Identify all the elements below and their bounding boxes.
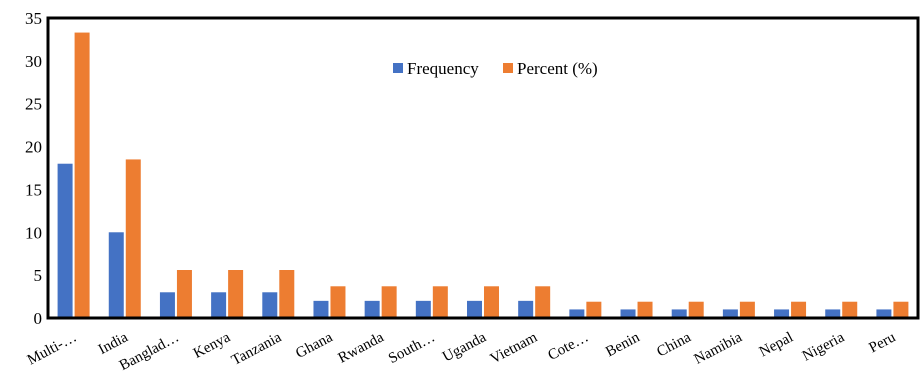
bar-percent (176, 270, 192, 318)
bar-percent (739, 301, 755, 318)
x-category-label: Uganda (440, 329, 489, 365)
x-category-label: Multi-… (25, 329, 80, 368)
legend-label: Percent (%) (517, 59, 598, 78)
bar-frequency (774, 309, 790, 318)
y-tick-label: 20 (25, 138, 42, 157)
bar-percent (535, 286, 551, 318)
bar-frequency (518, 300, 534, 318)
legend: Frequency Percent (%) (393, 59, 598, 78)
y-axis-ticks: 0 5 10 15 20 25 30 35 (25, 9, 42, 328)
bar-frequency (364, 300, 380, 318)
x-category-label: Nigeria (800, 329, 848, 364)
bar-frequency (108, 232, 124, 318)
bar-series (57, 32, 909, 318)
bar-frequency (467, 300, 482, 318)
legend-swatch (393, 63, 403, 73)
x-category-label: India (96, 329, 131, 358)
plot-frame (46, 16, 920, 320)
y-tick-label: 0 (34, 309, 43, 328)
x-category-label: Namibia (692, 329, 745, 368)
bar-frequency (57, 163, 73, 318)
x-category-label: Benin (603, 329, 643, 360)
bar-percent (228, 270, 244, 318)
bar-percent (688, 301, 704, 318)
y-tick-label: 35 (25, 9, 42, 28)
x-category-label: Ghana (293, 329, 335, 362)
bar-percent (381, 286, 397, 318)
x-category-label: Rwanda (336, 329, 387, 366)
bar-percent (279, 270, 295, 318)
legend-swatch (503, 63, 513, 73)
bar-percent (330, 286, 346, 318)
bar-frequency (313, 300, 329, 318)
bar-frequency (620, 309, 636, 318)
bar-frequency (262, 292, 278, 318)
bar-frequency (876, 309, 892, 318)
bar-percent (125, 159, 141, 318)
y-tick-label: 10 (25, 223, 42, 242)
bar-frequency (722, 309, 738, 318)
y-tick-label: 25 (25, 95, 42, 114)
x-category-label: Cote… (545, 329, 591, 363)
bar-percent (893, 301, 909, 318)
bar-frequency (569, 309, 585, 318)
x-category-label: Kenya (191, 329, 233, 362)
x-category-label: China (654, 329, 693, 360)
y-tick-label: 30 (25, 52, 42, 71)
bar-frequency (159, 292, 175, 318)
x-category-label: Vietnam (488, 329, 541, 367)
bar-frequency (825, 309, 841, 318)
bar-frequency (211, 292, 227, 318)
x-category-label: Tanzania (229, 329, 284, 369)
bar-percent (586, 301, 602, 318)
x-category-label: Peru (866, 329, 898, 356)
bar-percent (74, 32, 90, 318)
bar-percent (432, 286, 448, 318)
y-tick-label: 5 (34, 266, 43, 285)
legend-label: Frequency (407, 59, 479, 78)
bar-frequency (415, 300, 431, 318)
bar-percent (842, 301, 858, 318)
x-category-label: Nepal (757, 329, 796, 360)
y-tick-label: 15 (25, 180, 42, 199)
bar-percent (791, 301, 807, 318)
bar-frequency (671, 309, 687, 318)
bar-percent (637, 301, 653, 318)
x-category-label: South… (386, 329, 438, 367)
bar-percent (484, 286, 499, 318)
